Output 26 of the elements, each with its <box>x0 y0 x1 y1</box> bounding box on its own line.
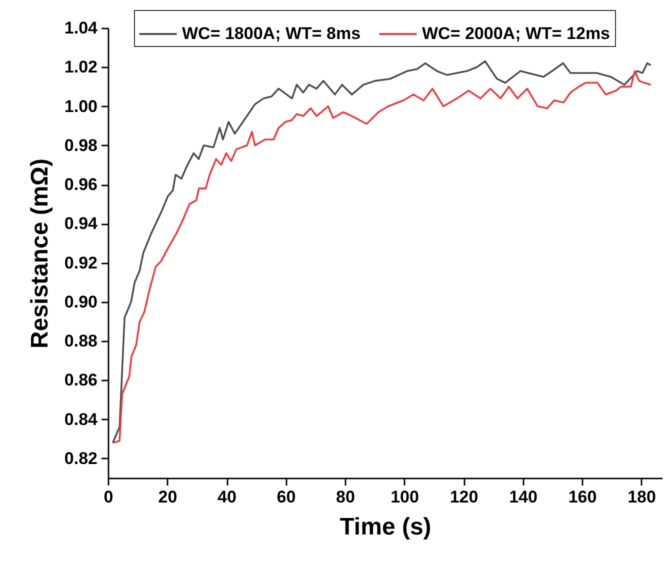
y-tick-label: 0.86 <box>64 370 98 390</box>
y-axis-title: Resistance (mΩ) <box>26 158 54 348</box>
y-tick-label: 0.96 <box>64 175 98 194</box>
y-tick-label: 0.92 <box>64 253 98 272</box>
y-tick-label: 0.90 <box>64 292 98 312</box>
y-tick-label: 0.98 <box>64 136 98 155</box>
x-tick-label: 160 <box>568 488 597 506</box>
x-tick-label: 0 <box>104 488 114 506</box>
y-tick-label: 0.84 <box>64 410 98 429</box>
x-tick-label: 180 <box>628 488 656 506</box>
x-tick-label: 80 <box>336 488 355 506</box>
x-axis-title: Time (s) <box>340 514 432 540</box>
y-tick-label: 1.04 <box>64 18 98 38</box>
x-tick-label: 60 <box>276 488 296 506</box>
y-tick-label: 1.00 <box>64 96 98 116</box>
x-tick-label: 100 <box>390 488 419 506</box>
y-tick-label: 1.02 <box>64 58 98 77</box>
y-tick-label: 0.94 <box>64 214 98 234</box>
x-tick-label: 140 <box>509 488 538 506</box>
y-tick-label: 0.82 <box>64 448 98 468</box>
legend-label: WC= 1800A; WT= 8ms <box>182 24 361 43</box>
legend-label: WC= 2000A; WT= 12ms <box>422 24 610 43</box>
x-tick-label: 20 <box>158 488 178 506</box>
x-tick-label: 120 <box>450 488 478 506</box>
x-tick-label: 40 <box>218 488 236 506</box>
y-tick-label: 0.88 <box>64 332 98 351</box>
